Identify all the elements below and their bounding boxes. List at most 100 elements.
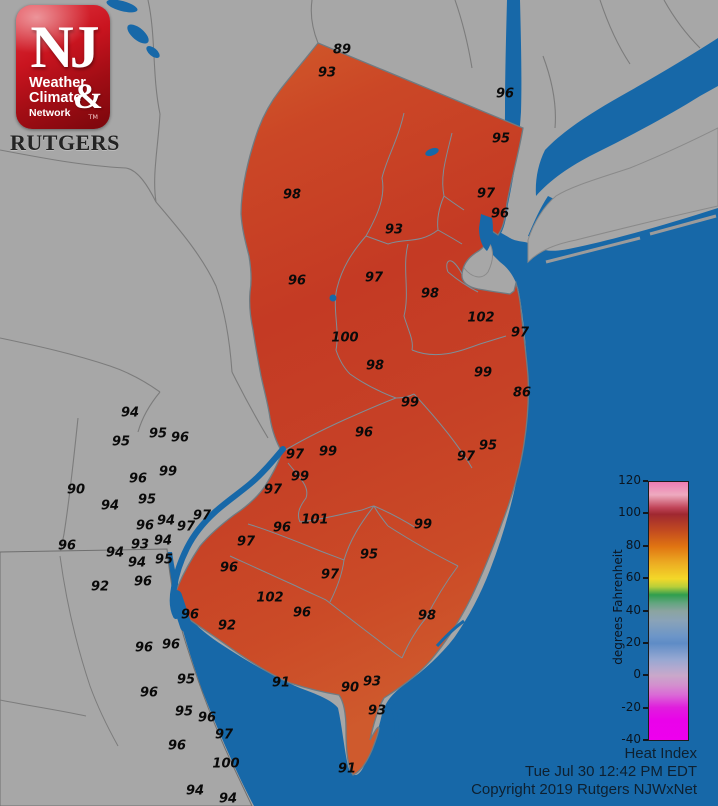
station-value-nj: 96 bbox=[180, 607, 200, 623]
station-value-nj: 95 bbox=[491, 131, 511, 147]
station-value-nj: 92 bbox=[217, 618, 237, 634]
delaware-county-lines bbox=[0, 555, 119, 747]
station-value-outside: 97 bbox=[214, 727, 234, 743]
rutgers-wordmark: RUTGERS bbox=[10, 130, 120, 155]
colorbar-tick-mark bbox=[643, 739, 648, 741]
nj-county-lines bbox=[229, 112, 507, 659]
station-value-nj: 98 bbox=[365, 358, 385, 374]
ocean-and-bay bbox=[166, 208, 718, 806]
logo-word-weather: Weather bbox=[29, 75, 86, 91]
inland-water bbox=[169, 147, 493, 739]
colorbar-tick-label: 40 bbox=[625, 602, 641, 617]
station-value-nj: 96 bbox=[219, 560, 239, 576]
njwxnet-logo-box: NJ Weather Climate Network & TM bbox=[16, 5, 110, 129]
logo-wordmark: Weather Climate Network bbox=[29, 76, 86, 119]
station-value-nj: 96 bbox=[272, 520, 292, 536]
station-value-nj: 96 bbox=[490, 206, 510, 222]
station-value-nj: 98 bbox=[282, 187, 302, 203]
colorbar-tick-mark bbox=[643, 674, 648, 677]
barrier-islands bbox=[545, 214, 717, 264]
station-value-outside: 96 bbox=[161, 637, 181, 653]
delaware-river bbox=[169, 446, 286, 619]
station-value-nj: 97 bbox=[456, 449, 476, 465]
station-value-outside: 96 bbox=[133, 574, 153, 590]
station-value-nj: 97 bbox=[320, 567, 340, 583]
station-value-outside: 97 bbox=[176, 519, 196, 535]
station-value-nj: 97 bbox=[263, 482, 283, 498]
colorbar-tick-label: 100 bbox=[618, 505, 641, 520]
station-value-outside: 90 bbox=[66, 482, 86, 498]
station-value-outside: 94 bbox=[156, 513, 176, 529]
long-island-sound bbox=[535, 38, 718, 196]
colorbar-tick-label: -20 bbox=[621, 699, 641, 714]
station-value-nj: 101 bbox=[301, 512, 329, 528]
station-value-outside: 94 bbox=[153, 533, 173, 549]
colorbar-tick-mark bbox=[643, 577, 648, 580]
station-value-outside: 96 bbox=[197, 710, 217, 726]
logo-nj-monogram: NJ bbox=[30, 14, 99, 80]
station-value-nj: 98 bbox=[417, 608, 437, 624]
station-value-nj: 97 bbox=[510, 325, 530, 341]
station-value-nj: 99 bbox=[473, 365, 493, 381]
station-value-nj: 93 bbox=[317, 65, 337, 81]
station-value-outside: 95 bbox=[111, 434, 131, 450]
station-value-nj: 102 bbox=[256, 590, 284, 606]
station-value-nj: 96 bbox=[354, 425, 374, 441]
station-value-nj: 97 bbox=[364, 270, 384, 286]
station-value-outside: 94 bbox=[185, 783, 205, 799]
long-island bbox=[527, 127, 718, 264]
station-value-nj: 95 bbox=[359, 547, 379, 563]
station-value-outside: 94 bbox=[100, 498, 120, 514]
station-value-nj: 93 bbox=[384, 222, 404, 238]
station-value-nj: 91 bbox=[337, 761, 357, 777]
colorbar-tick-mark bbox=[643, 706, 648, 709]
station-value-outside: 94 bbox=[120, 405, 140, 421]
station-value-outside: 95 bbox=[148, 426, 168, 442]
station-value-outside: 96 bbox=[134, 640, 154, 656]
map-timestamp: Tue Jul 30 12:42 PM EDT bbox=[524, 763, 697, 780]
station-value-outside: 93 bbox=[130, 537, 150, 553]
station-value-nj: 99 bbox=[413, 517, 433, 533]
station-value-outside: 96 bbox=[167, 738, 187, 754]
colorbar-axis-label: degrees Fahrenheit bbox=[611, 549, 625, 665]
station-value-nj: 97 bbox=[285, 447, 305, 463]
copyright-notice: Copyright 2019 Rutgers NJWxNet bbox=[471, 781, 697, 798]
station-value-outside: 99 bbox=[158, 464, 178, 480]
colorbar-tick-label: 80 bbox=[625, 537, 641, 552]
colorbar-tick-label: 0 bbox=[633, 667, 641, 682]
station-value-outside: 94 bbox=[218, 791, 238, 806]
station-value-nj: 95 bbox=[478, 438, 498, 454]
colorbar-tick-mark bbox=[643, 480, 648, 482]
colorbar-tick-label: 20 bbox=[625, 634, 641, 649]
station-value-outside: 97 bbox=[192, 508, 212, 524]
station-value-nj: 97 bbox=[236, 534, 256, 550]
station-value-outside: 96 bbox=[139, 685, 159, 701]
station-value-nj: 86 bbox=[512, 385, 532, 401]
colorbar-tick-mark bbox=[643, 641, 648, 644]
logo-word-network: Network bbox=[29, 107, 71, 119]
station-value-outside: 95 bbox=[154, 552, 174, 568]
station-value-outside: 96 bbox=[57, 538, 77, 554]
station-value-nj: 91 bbox=[271, 675, 291, 691]
station-value-nj: 99 bbox=[400, 395, 420, 411]
colorbar-tick-mark bbox=[643, 544, 648, 547]
station-value-nj: 99 bbox=[318, 444, 338, 460]
station-value-nj: 97 bbox=[476, 186, 496, 202]
colorbar-tick-mark bbox=[643, 512, 648, 515]
logo-word-climate: Climate bbox=[29, 90, 82, 106]
station-value-outside: 96 bbox=[495, 86, 515, 102]
station-value-nj: 90 bbox=[340, 680, 360, 696]
delaware-land bbox=[0, 548, 253, 806]
station-value-nj: 93 bbox=[367, 703, 387, 719]
station-value-outside: 95 bbox=[176, 672, 196, 688]
map-variable-label: Heat Index bbox=[624, 745, 697, 762]
station-value-nj: 99 bbox=[290, 469, 310, 485]
station-value-outside: 94 bbox=[127, 555, 147, 571]
colorbar-tick-mark bbox=[643, 609, 648, 612]
station-value-outside: 94 bbox=[105, 545, 125, 561]
station-value-nj: 100 bbox=[331, 330, 359, 346]
station-value-nj: 96 bbox=[292, 605, 312, 621]
hudson-river bbox=[490, 0, 522, 236]
station-value-outside: 96 bbox=[128, 471, 148, 487]
